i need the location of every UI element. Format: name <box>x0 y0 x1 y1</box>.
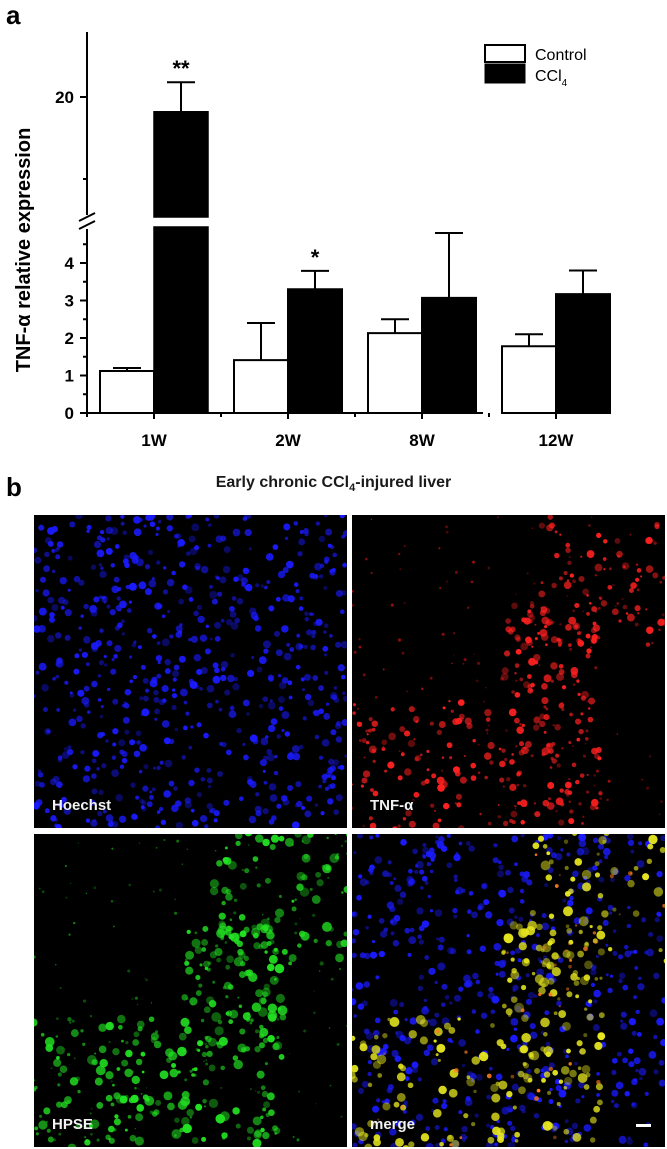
image-label: TNF-α <box>370 797 414 814</box>
svg-text:2: 2 <box>65 329 74 348</box>
svg-text:0: 0 <box>65 404 74 423</box>
panel-b-label: b <box>6 472 22 502</box>
figure-b-title: Early chronic CCl4-injured liver <box>215 474 452 495</box>
svg-text:3: 3 <box>65 292 74 311</box>
image-label: HPSE <box>52 1116 93 1133</box>
svg-text:12W: 12W <box>539 431 575 450</box>
bar-chart: 0 1 2 3 4 20 TNF-α relative expression 1W 2W 8W 12… <box>13 32 611 450</box>
svg-text:4: 4 <box>65 254 75 273</box>
micrograph-texture <box>34 834 347 1147</box>
svg-text:**: ** <box>172 56 190 81</box>
merge-image: merge <box>352 834 665 1147</box>
svg-text:1W: 1W <box>141 431 167 450</box>
micrograph-texture <box>352 515 665 828</box>
svg-text:TNF-α relative expression: TNF-α relative expression <box>13 128 35 373</box>
panel-a-label: a <box>6 0 21 30</box>
hoechst-image: Hoechst <box>34 515 347 828</box>
micrograph-texture <box>34 515 347 828</box>
svg-text:8W: 8W <box>409 431 435 450</box>
svg-text:2W: 2W <box>275 431 301 450</box>
svg-text:1: 1 <box>65 367 74 386</box>
svg-text:*: * <box>311 245 320 270</box>
svg-text:Control: Control <box>535 47 587 64</box>
image-label: merge <box>370 1116 416 1133</box>
micrograph-texture <box>352 834 665 1147</box>
svg-text:20: 20 <box>55 88 74 107</box>
scale-bar <box>636 1124 651 1127</box>
svg-text:CCl4: CCl4 <box>535 68 568 89</box>
hpse-image: HPSE <box>34 834 347 1147</box>
tnf-alpha-image: TNF-α <box>352 515 665 828</box>
image-label: Hoechst <box>52 797 112 814</box>
